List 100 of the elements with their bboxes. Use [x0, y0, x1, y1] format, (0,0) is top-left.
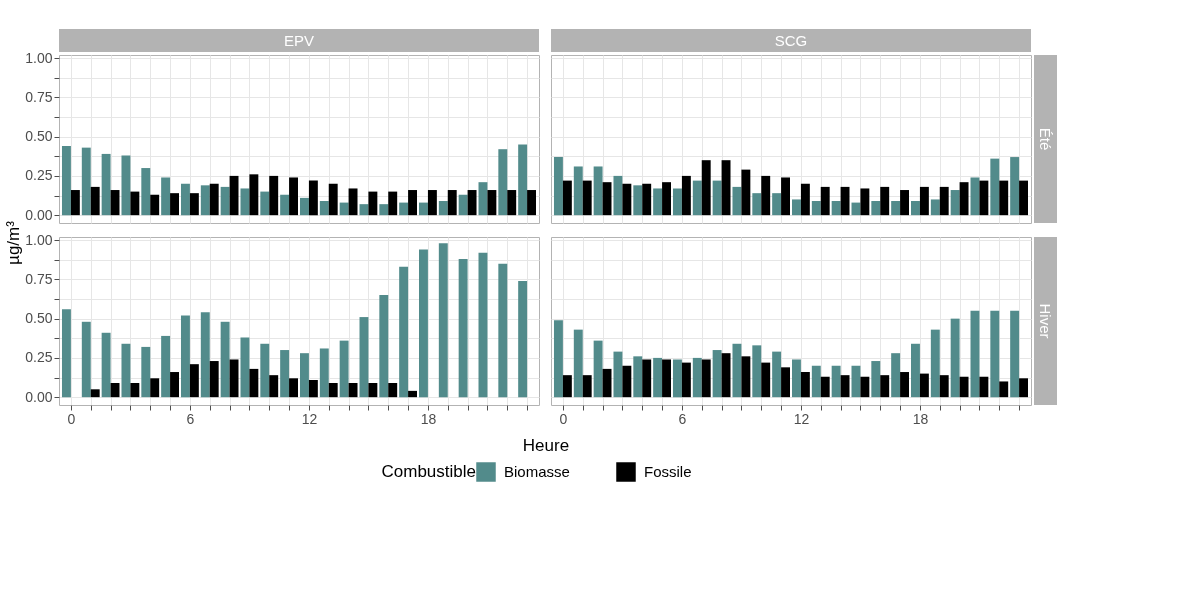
bar — [811, 201, 821, 216]
bar — [289, 378, 299, 398]
y-tick-label: 0.25 — [25, 349, 53, 366]
bar — [180, 183, 190, 216]
bar — [662, 182, 671, 216]
bar — [189, 364, 199, 398]
bar — [308, 180, 318, 216]
bar — [399, 266, 409, 398]
x-tick-label: 6 — [678, 410, 687, 427]
bar — [438, 201, 448, 216]
bar — [209, 361, 219, 398]
legend-title: Combustible — [381, 462, 476, 481]
bar — [701, 160, 711, 216]
bar — [990, 310, 1000, 398]
bar — [368, 383, 378, 398]
y-tick-label: 0.75 — [25, 270, 53, 287]
legend-label: Biomasse — [504, 463, 570, 480]
bar — [891, 353, 901, 398]
bar — [388, 191, 398, 216]
bar — [613, 351, 623, 398]
y-tick-label: 0.50 — [25, 310, 53, 327]
bar — [121, 343, 131, 398]
bar — [752, 193, 762, 216]
bar — [721, 353, 731, 398]
bar — [662, 359, 671, 398]
bar — [419, 249, 428, 398]
bar — [831, 201, 841, 216]
bar — [130, 191, 140, 216]
bar — [408, 190, 418, 216]
bar — [831, 365, 841, 398]
bar — [1010, 310, 1020, 398]
y-axis-title: µg/m³ — [4, 220, 23, 265]
bar — [911, 343, 920, 398]
y-tick-label: 1.00 — [25, 49, 53, 66]
bar — [851, 365, 861, 398]
bar — [880, 375, 890, 398]
bar — [761, 362, 771, 398]
bar — [732, 186, 742, 216]
bar — [101, 153, 111, 216]
bar — [61, 146, 71, 216]
bar — [622, 365, 632, 398]
bar — [692, 357, 702, 398]
bar — [891, 201, 901, 216]
bar — [820, 376, 830, 398]
x-tick-label: 0 — [559, 410, 568, 427]
bar — [130, 383, 140, 398]
bar — [339, 340, 349, 398]
bar — [1019, 378, 1029, 398]
bar — [200, 312, 210, 398]
bar — [359, 204, 369, 216]
bar — [851, 202, 861, 216]
bar — [880, 186, 890, 216]
bar — [772, 193, 782, 216]
x-tick-label: 6 — [186, 410, 195, 427]
bar — [732, 343, 742, 398]
bar — [911, 201, 920, 216]
bar — [220, 321, 230, 398]
bar — [573, 166, 583, 216]
bar — [871, 361, 881, 398]
bar — [562, 375, 572, 398]
bar — [141, 346, 151, 398]
bar — [939, 375, 949, 398]
y2-axis-title: Été — [1037, 127, 1054, 151]
bar — [81, 321, 91, 398]
bar — [979, 376, 989, 398]
bar — [840, 186, 850, 216]
bar — [681, 362, 691, 398]
bar — [141, 168, 151, 216]
y2-axis-title: Hiver — [1037, 303, 1054, 339]
bar — [701, 359, 711, 398]
bar — [170, 193, 179, 216]
bar — [692, 180, 702, 216]
bar — [1010, 157, 1020, 216]
bar — [772, 351, 782, 398]
bar — [752, 345, 762, 398]
bar — [260, 191, 270, 216]
bar — [121, 155, 131, 216]
bar — [90, 389, 100, 398]
bar — [289, 177, 299, 216]
bar — [427, 190, 437, 216]
bar — [582, 375, 592, 398]
bar — [712, 180, 722, 216]
bar — [653, 188, 663, 216]
bar — [438, 243, 448, 398]
bar — [249, 174, 259, 216]
bar — [180, 315, 190, 398]
bar — [487, 190, 497, 216]
bar — [70, 190, 80, 216]
bar — [319, 201, 329, 216]
y-tick-label: 0.50 — [25, 128, 53, 145]
bar — [781, 367, 791, 398]
bar — [348, 188, 358, 216]
bar — [399, 202, 409, 216]
bar — [860, 188, 870, 216]
bar — [189, 193, 199, 216]
bar — [458, 194, 468, 216]
bar — [61, 309, 71, 398]
bar — [170, 372, 179, 398]
bar — [613, 175, 623, 216]
bar — [229, 359, 239, 398]
